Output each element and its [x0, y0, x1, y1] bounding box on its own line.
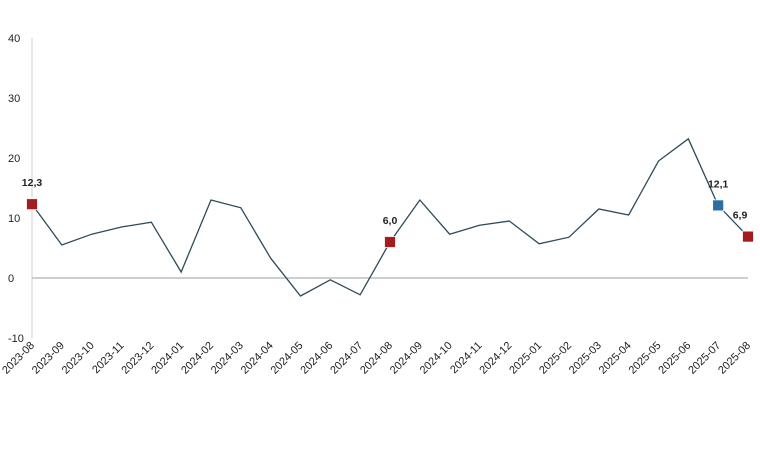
y-tick-label: 40: [8, 33, 20, 45]
value-label: 6,0: [383, 215, 398, 227]
x-tick-label: 2024-10: [418, 340, 455, 377]
marker: [742, 230, 754, 243]
marker: [384, 236, 396, 248]
marker: [26, 198, 38, 211]
y-tick-label: 20: [8, 153, 20, 165]
x-tick-label: 2025-08: [716, 340, 753, 377]
value-label: 12,3: [22, 177, 43, 189]
marker: [712, 199, 725, 212]
y-tick-label: 0: [8, 273, 14, 285]
y-tick-label: 10: [8, 213, 20, 225]
x-tick-label: 2023-10: [60, 340, 97, 377]
value-label: 12,1: [708, 178, 729, 190]
y-tick-label: -10: [8, 333, 24, 345]
value-label: 6,9: [733, 210, 748, 222]
y-tick-label: 30: [8, 93, 20, 105]
